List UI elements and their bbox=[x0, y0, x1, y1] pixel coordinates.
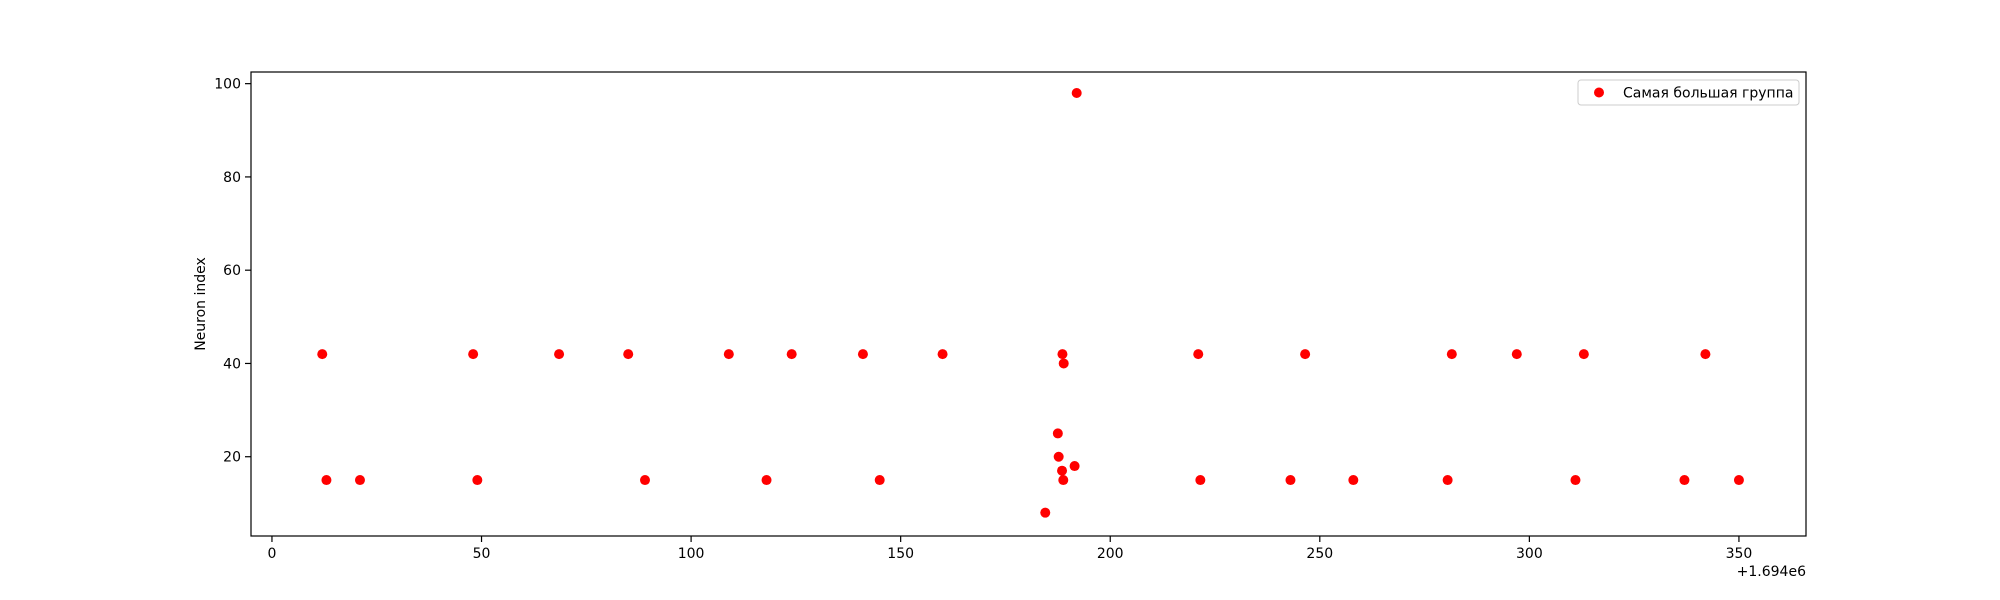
y-tick-label: 80 bbox=[223, 170, 241, 186]
data-point bbox=[1071, 87, 1082, 98]
x-tick-label: 250 bbox=[1306, 546, 1333, 562]
x-tick-label: 300 bbox=[1516, 546, 1543, 562]
y-tick-label: 100 bbox=[214, 77, 241, 93]
x-axis-ticks: 0 50 100 150 200 250 300 350 bbox=[267, 536, 1752, 562]
data-point bbox=[1052, 428, 1063, 439]
data-point bbox=[1700, 349, 1711, 360]
x-axis-offset-label: +1.694e6 bbox=[1737, 564, 1806, 580]
y-axis-ticks: 20 40 60 80 100 bbox=[214, 77, 251, 466]
data-point bbox=[468, 349, 479, 360]
data-point bbox=[639, 475, 650, 486]
data-point bbox=[1057, 349, 1068, 360]
legend-marker bbox=[1594, 87, 1604, 98]
legend-label: Самая большая группа bbox=[1623, 86, 1793, 102]
data-point bbox=[1057, 465, 1068, 476]
plot-area-frame bbox=[250, 71, 1807, 537]
y-axis-title: Neuron index bbox=[193, 257, 209, 351]
data-point bbox=[874, 475, 885, 486]
data-point bbox=[1578, 349, 1589, 360]
data-point bbox=[1446, 349, 1457, 360]
data-point bbox=[317, 349, 328, 360]
data-point bbox=[1570, 475, 1581, 486]
data-point bbox=[786, 349, 797, 360]
y-tick-label: 40 bbox=[223, 356, 241, 372]
data-points bbox=[317, 87, 1744, 518]
data-point bbox=[1348, 475, 1359, 486]
data-point bbox=[623, 349, 634, 360]
data-point bbox=[472, 475, 483, 486]
data-point bbox=[1069, 461, 1080, 472]
data-point bbox=[1733, 475, 1744, 486]
data-point bbox=[1058, 475, 1069, 486]
data-point bbox=[1193, 349, 1204, 360]
x-tick-label: 0 bbox=[267, 546, 276, 562]
legend-frame bbox=[1577, 79, 1800, 106]
x-tick-label: 200 bbox=[1097, 546, 1124, 562]
data-point bbox=[354, 475, 365, 486]
data-point bbox=[321, 475, 332, 486]
y-tick-label: 60 bbox=[223, 263, 241, 279]
data-point bbox=[857, 349, 868, 360]
x-tick-label: 350 bbox=[1726, 546, 1753, 562]
y-tick-label: 20 bbox=[223, 450, 241, 466]
x-tick-label: 150 bbox=[887, 546, 914, 562]
data-point bbox=[1195, 475, 1206, 486]
data-point bbox=[1300, 349, 1311, 360]
data-point bbox=[1511, 349, 1522, 360]
data-point bbox=[937, 349, 948, 360]
data-point bbox=[723, 349, 734, 360]
data-point bbox=[1040, 507, 1051, 518]
x-tick-label: 50 bbox=[473, 546, 491, 562]
data-point bbox=[1679, 475, 1690, 486]
x-tick-label: 100 bbox=[678, 546, 705, 562]
data-point bbox=[1053, 451, 1064, 462]
data-point bbox=[1285, 475, 1296, 486]
data-point bbox=[761, 475, 772, 486]
data-point bbox=[1058, 358, 1069, 369]
data-point bbox=[1442, 475, 1453, 486]
legend: Самая большая группа bbox=[1577, 79, 1800, 106]
data-point bbox=[554, 349, 565, 360]
